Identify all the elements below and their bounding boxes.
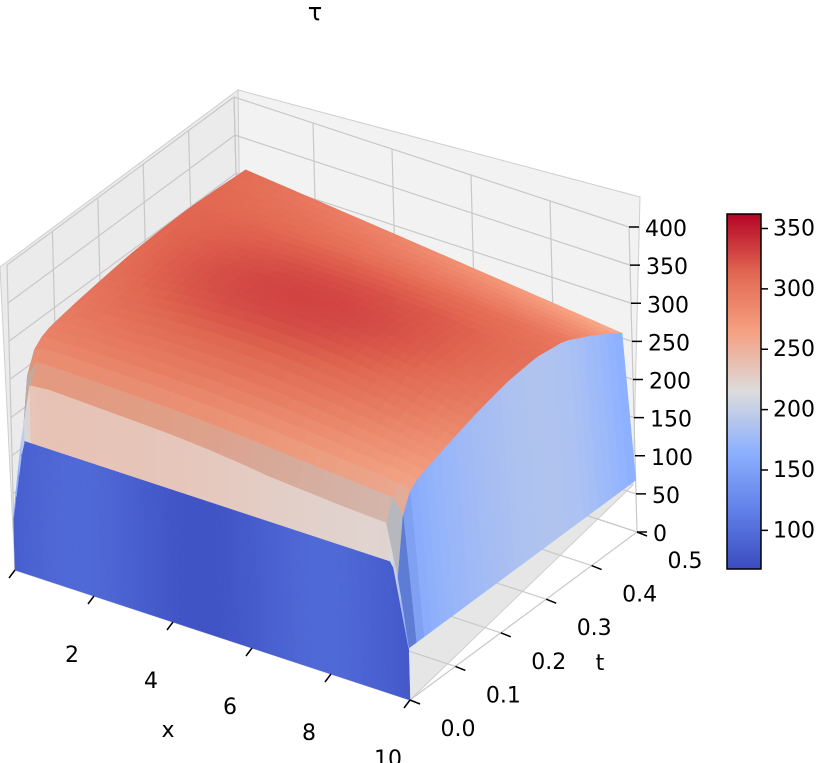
colorbar-gradient	[726, 213, 762, 570]
y-tick-label: 0.5	[668, 549, 703, 574]
y-tick-label: 0.2	[531, 650, 566, 675]
z-tick-label: 200	[649, 370, 691, 395]
z-tick-label: 400	[645, 217, 687, 242]
colorbar-tick-label: 100	[773, 518, 815, 543]
y-axis-label: t	[596, 651, 605, 676]
colorbar-ticks: 100 150 200 250 300 350	[761, 216, 815, 543]
front-wall-cell	[404, 621, 409, 649]
axis-ticks: 02468100.00.10.20.30.40.5050100150200250…	[8, 217, 703, 763]
x-tick-label: 4	[144, 669, 158, 694]
colorbar-tick-label: 200	[773, 398, 815, 423]
z-tick-label: 50	[652, 484, 680, 509]
y-tick-label: 0.1	[486, 683, 521, 708]
z-tick-label: 350	[646, 255, 688, 280]
chart-title: τ	[308, 0, 322, 26]
y-tick-label: 0.4	[622, 583, 657, 608]
z-tick-label: 250	[648, 331, 690, 356]
z-tick-label: 150	[650, 408, 692, 433]
z-tick-label: 0	[653, 522, 667, 547]
x-tick-label: 10	[374, 747, 402, 763]
x-tick-label: 6	[223, 695, 237, 720]
colorbar-tick-label: 150	[773, 458, 815, 483]
x-tick-label: 8	[302, 721, 316, 746]
x-tick-label: 2	[65, 643, 79, 668]
z-tick-label: 100	[651, 446, 693, 471]
colorbar-tick-label: 350	[773, 216, 815, 241]
y-tick-label: 0.3	[577, 616, 612, 641]
x-axis-label: x	[161, 718, 174, 743]
colorbar: 100 150 200 250 300 350	[726, 213, 815, 570]
z-tick-label: 300	[647, 293, 689, 318]
y-tick-label: 0.0	[441, 717, 476, 742]
surface-plot	[13, 169, 636, 701]
colorbar-tick-label: 250	[773, 337, 815, 362]
colorbar-tick-label: 300	[773, 277, 815, 302]
